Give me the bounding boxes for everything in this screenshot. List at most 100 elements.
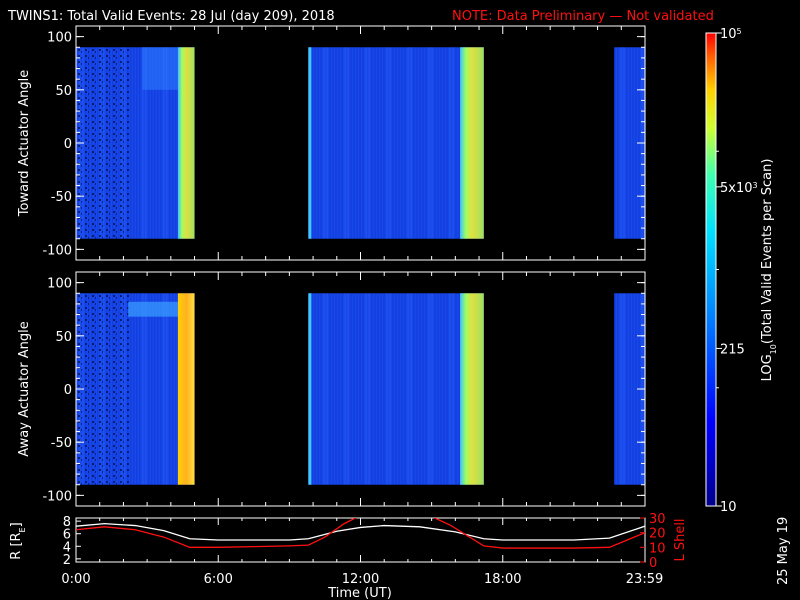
striation bbox=[329, 47, 331, 239]
away-angle-heatmap bbox=[76, 293, 646, 485]
striation bbox=[362, 47, 364, 239]
away-x-ticks bbox=[75, 272, 646, 506]
striation bbox=[395, 47, 397, 239]
striation bbox=[320, 47, 322, 239]
striation bbox=[626, 47, 628, 239]
striation bbox=[350, 47, 352, 239]
striation bbox=[335, 47, 337, 239]
striation bbox=[383, 293, 385, 485]
striation bbox=[620, 47, 622, 239]
striation bbox=[154, 293, 156, 485]
striation bbox=[629, 293, 631, 485]
striation bbox=[392, 293, 394, 485]
striation bbox=[347, 293, 349, 485]
lshell-line bbox=[433, 518, 645, 549]
striation bbox=[353, 293, 355, 485]
striation bbox=[365, 47, 367, 239]
colorbar-ticks: 105 5x103 215 10 bbox=[716, 27, 758, 515]
striation bbox=[434, 293, 436, 485]
away-angle-panel: 100 50 0 -50 -100 Away Actuator Angle bbox=[17, 271, 646, 507]
striation bbox=[404, 293, 406, 485]
striation bbox=[623, 47, 625, 239]
striation bbox=[413, 293, 415, 485]
striation bbox=[632, 47, 634, 239]
r-distance-line bbox=[76, 523, 645, 541]
striation bbox=[317, 293, 319, 485]
striation bbox=[458, 293, 460, 485]
striation bbox=[169, 293, 171, 485]
striation bbox=[416, 293, 418, 485]
edge-line bbox=[308, 293, 312, 485]
striation bbox=[416, 47, 418, 239]
striation bbox=[326, 47, 328, 239]
striation bbox=[422, 293, 424, 485]
speckle-texture bbox=[76, 47, 130, 239]
time-tick-label: 23:59 bbox=[626, 572, 663, 587]
striation bbox=[332, 47, 334, 239]
striation bbox=[368, 47, 370, 239]
striation bbox=[139, 47, 141, 239]
striation bbox=[377, 293, 379, 485]
striation bbox=[151, 293, 153, 485]
coverage-block bbox=[308, 47, 484, 239]
lshell-tick-label: 30 bbox=[649, 512, 666, 527]
striation bbox=[431, 47, 433, 239]
striation bbox=[386, 293, 388, 485]
striation bbox=[410, 47, 412, 239]
speckle-texture bbox=[76, 293, 130, 485]
r-axis-label: R [RE] bbox=[9, 522, 27, 559]
y-tick-label: -50 bbox=[51, 190, 72, 205]
striation bbox=[623, 293, 625, 485]
r-tick-label: 4 bbox=[63, 540, 71, 555]
striation bbox=[130, 47, 132, 239]
striation bbox=[335, 293, 337, 485]
striation bbox=[326, 293, 328, 485]
striation bbox=[145, 293, 147, 485]
striation bbox=[458, 47, 460, 239]
toward-y-axis-label: Toward Actuator Angle bbox=[17, 70, 32, 217]
r-tick-label: 2 bbox=[63, 553, 71, 568]
striation bbox=[437, 293, 439, 485]
striation bbox=[374, 293, 376, 485]
striation bbox=[614, 293, 616, 485]
toward-y-ticks: 100 50 0 -50 -100 bbox=[42, 31, 645, 258]
striation bbox=[353, 47, 355, 239]
saturated-band bbox=[177, 293, 195, 485]
striation bbox=[431, 293, 433, 485]
toward-angle-heatmap bbox=[76, 47, 646, 239]
striation bbox=[350, 293, 352, 485]
colorbar-tick-label: 10 bbox=[720, 500, 737, 515]
striation bbox=[151, 47, 153, 239]
striation bbox=[614, 47, 616, 239]
saturated-band bbox=[177, 47, 195, 239]
striation bbox=[136, 293, 138, 485]
striation bbox=[311, 293, 313, 485]
striation bbox=[428, 293, 430, 485]
coverage-block bbox=[308, 293, 484, 485]
time-x-ticks: 0:00 6:00 12:00 18:00 23:59 bbox=[61, 518, 663, 587]
striation bbox=[440, 47, 442, 239]
striation bbox=[443, 47, 445, 239]
striation bbox=[617, 47, 619, 239]
y-tick-label: 50 bbox=[55, 330, 72, 345]
striation bbox=[175, 293, 177, 485]
striation bbox=[169, 47, 171, 239]
striation bbox=[380, 47, 382, 239]
striation bbox=[365, 293, 367, 485]
preliminary-note: NOTE: Data Preliminary — Not validated bbox=[452, 9, 714, 24]
striation bbox=[452, 293, 454, 485]
striation bbox=[419, 47, 421, 239]
striation bbox=[142, 293, 144, 485]
striation bbox=[157, 293, 159, 485]
y-tick-label: 0 bbox=[64, 383, 72, 398]
striation bbox=[404, 47, 406, 239]
colorbar-tick-label: 215 bbox=[720, 342, 745, 357]
striation bbox=[344, 47, 346, 239]
y-tick-label: 100 bbox=[47, 31, 72, 46]
striation bbox=[422, 47, 424, 239]
striation bbox=[380, 293, 382, 485]
striation bbox=[154, 47, 156, 239]
y-tick-label: 0 bbox=[64, 137, 72, 152]
striation bbox=[311, 47, 313, 239]
